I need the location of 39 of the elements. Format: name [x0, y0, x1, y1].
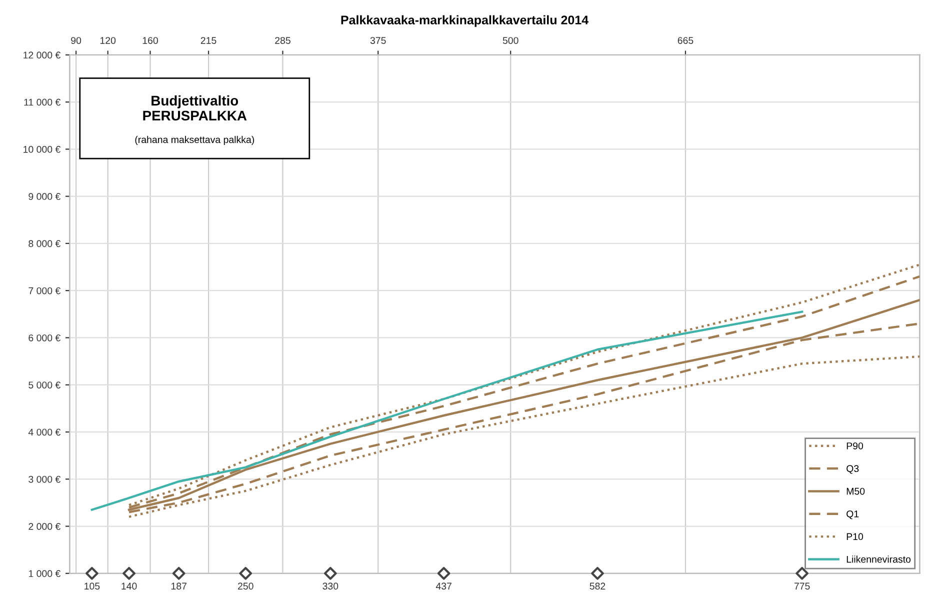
y-tick-label: 11 000 €	[24, 98, 61, 106]
x-tick-label: 775	[794, 582, 810, 590]
y-tick-label: 10 000 €	[24, 146, 61, 153]
y-tick-label: 8 000 €	[28, 240, 61, 248]
x2-tick-label: 215	[200, 37, 216, 44]
x-tick-label: 187	[171, 582, 186, 590]
y-tick-label: 5 000 €	[28, 382, 61, 388]
annotation: PERUSPALKKA	[143, 110, 247, 121]
legend-label: P10	[846, 533, 864, 540]
y-tick-label: 4 000 €	[28, 428, 61, 436]
legend-label: Q3	[846, 465, 859, 474]
y-tick-label: 7 000 €	[28, 287, 61, 294]
x-tick-label: 105	[84, 582, 100, 590]
x-tick-label: 582	[590, 582, 606, 590]
annotation: (rahana maksettava palkka)	[135, 136, 254, 145]
y-tick-label: 9 000 €	[28, 193, 61, 200]
legend-label: Q1	[846, 510, 859, 520]
x-tick-label: 437	[436, 582, 452, 590]
x2-tick-label: 285	[275, 37, 290, 44]
chart-title: Palkkavaaka-markkinapalkkavertailu 2014	[341, 15, 588, 27]
y-tick-label: 3 000 €	[28, 476, 61, 483]
x2-tick-label: 120	[100, 37, 116, 44]
legend-label: Liikennevirasto	[846, 556, 911, 563]
x2-tick-label: 500	[502, 37, 518, 44]
line-series	[90, 310, 804, 511]
y-tick-label: 12 000 €	[24, 52, 61, 59]
y-tick-label: 2 000 €	[28, 523, 61, 530]
x2-tick-label: 90	[71, 37, 82, 44]
legend-label: P90	[846, 442, 864, 450]
annotation: Budjettivaltio	[152, 95, 238, 108]
legend-label: M50	[846, 488, 865, 495]
x2-tick-label: 375	[370, 37, 386, 44]
x2-tick-label: 665	[678, 37, 694, 44]
x2-tick-label: 160	[142, 37, 158, 44]
y-tick-label: 1 000 €	[28, 570, 61, 578]
x-tick-label: 250	[238, 582, 254, 590]
x-tick-label: 140	[122, 582, 137, 590]
x-tick-label: 330	[322, 582, 338, 590]
y-tick-label: 6 000 €	[28, 334, 61, 342]
